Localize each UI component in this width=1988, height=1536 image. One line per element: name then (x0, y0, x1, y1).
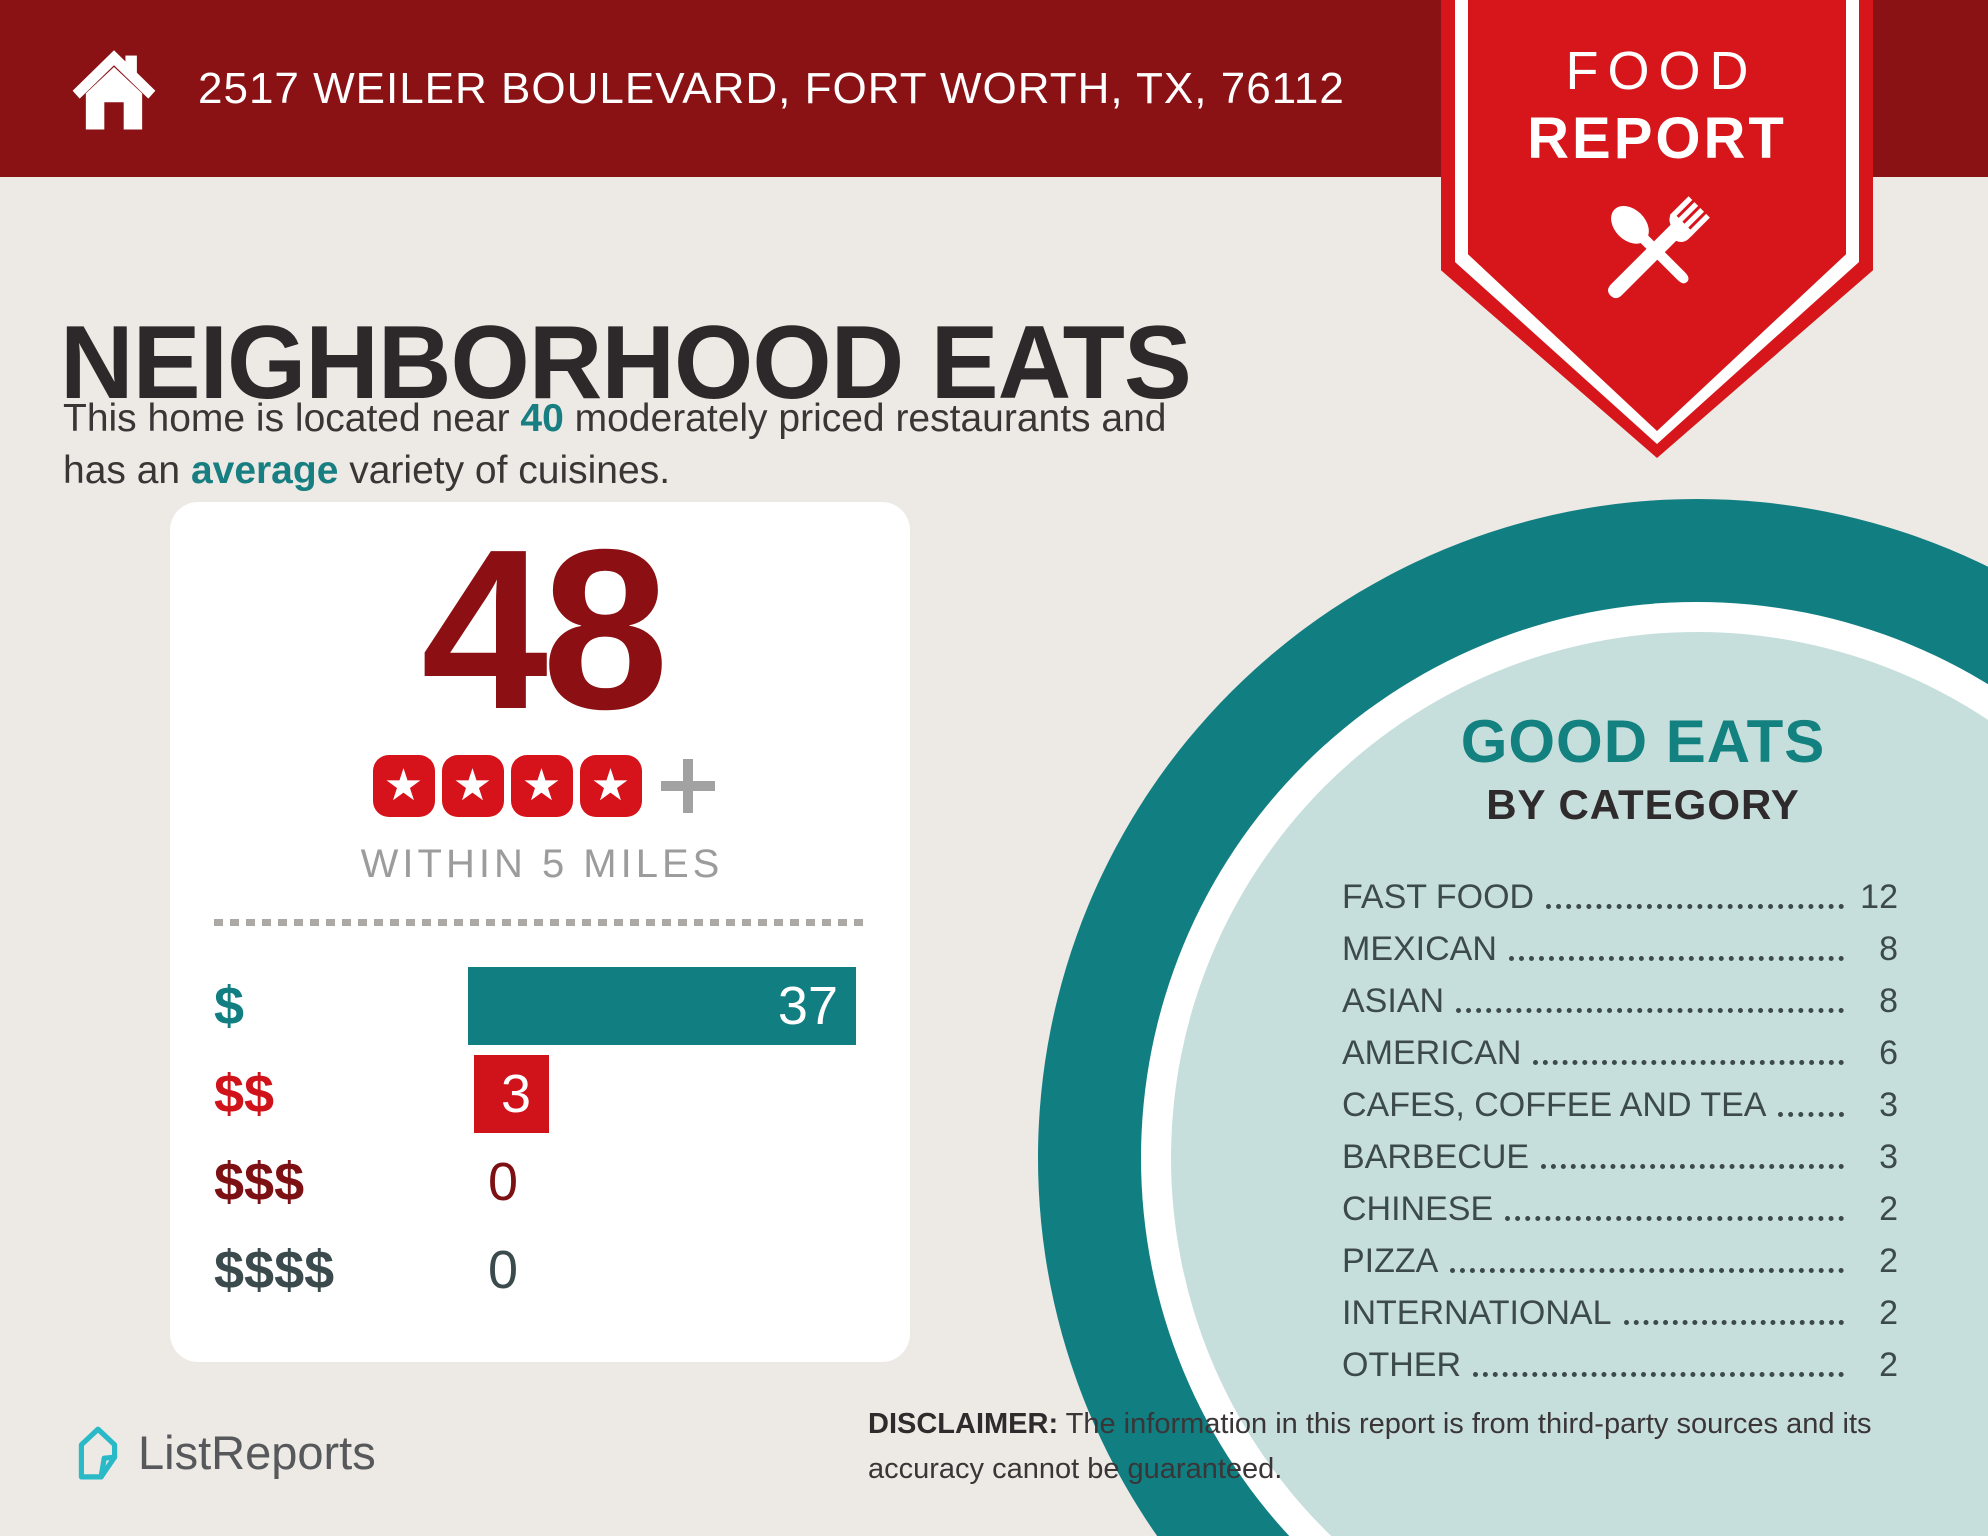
disclaimer-text-line2: accuracy cannot be guaranteed. (868, 1452, 1283, 1485)
disclaimer-text-line1: The information in this report is from t… (1065, 1408, 1872, 1440)
ribbon-title-line1: FOOD (1565, 41, 1758, 101)
star-icon: ★ (441, 755, 504, 817)
dotted-leader (1473, 1372, 1844, 1377)
category-count: 8 (1879, 930, 1898, 968)
listreports-wordmark: ListReports (138, 1425, 376, 1479)
category-row: CHINESE 2 (1342, 1183, 1898, 1235)
disclaimer: DISCLAIMER: The information in this repo… (868, 1402, 1872, 1492)
category-count: 2 (1879, 1294, 1898, 1332)
bar-value: 3 (500, 1064, 531, 1124)
star-icon: ★ (510, 755, 573, 817)
category-count: 12 (1860, 878, 1898, 916)
price-level-label: $$ (214, 1064, 275, 1124)
category-row: PIZZA 2 (1342, 1235, 1898, 1287)
dotted-leader (1450, 1268, 1844, 1273)
dotted-leader (1546, 904, 1844, 909)
star-rating: ★ ★ ★ ★ (369, 754, 715, 818)
category-row: INTERNATIONAL 2 (1342, 1287, 1898, 1339)
dotted-leader (1623, 1320, 1844, 1325)
good-eats-circle-ring (1038, 499, 1988, 1536)
category-label: OTHER (1342, 1346, 1461, 1384)
category-label: ASIAN (1342, 982, 1445, 1020)
category-row: MEXICAN 8 (1342, 923, 1898, 975)
subtitle-text: has an (63, 448, 191, 492)
good-eats-subtitle: BY CATEGORY (1486, 781, 1800, 828)
category-row: FAST FOOD 12 (1342, 871, 1898, 923)
property-address: 2517 WEILER BOULEVARD, FORT WORTH, TX, 7… (198, 63, 1345, 113)
page-title: NEIGHBORHOOD EATS (60, 304, 1192, 421)
restaurant-summary-card: 48 ★ ★ ★ ★ WITHIN 5 MILES $ 37 (170, 502, 910, 1362)
price-level-label: $ (214, 976, 245, 1036)
price-level-label: $$$ (214, 1152, 305, 1212)
dotted-leader (1508, 956, 1844, 961)
price-level-row: $$$$ 0 (214, 1226, 870, 1314)
radius-label: WITHIN 5 MILES (360, 842, 724, 886)
total-restaurant-count: 48 (421, 503, 669, 757)
price-level-row: $$ 3 (214, 1050, 870, 1138)
category-row: BARBECUE 3 (1342, 1131, 1898, 1183)
home-icon (72, 50, 156, 130)
variety-highlight: average (190, 448, 339, 492)
category-count: 3 (1879, 1138, 1898, 1176)
price-level-row: $$$ 0 (214, 1138, 870, 1226)
category-count: 6 (1879, 1034, 1898, 1072)
listreports-house-icon (78, 1426, 118, 1480)
subtitle-text: This home is located near (63, 397, 521, 440)
category-label: CHINESE (1342, 1190, 1494, 1228)
price-level-bar: 37 (468, 967, 856, 1045)
dotted-leader (1456, 1008, 1844, 1013)
category-label: PIZZA (1342, 1242, 1439, 1280)
disclaimer-label: DISCLAIMER: (868, 1408, 1059, 1440)
chimney-shape (125, 55, 137, 77)
dashed-divider (214, 919, 870, 926)
category-label: MEXICAN (1342, 930, 1497, 968)
category-row: ASIAN 8 (1342, 975, 1898, 1027)
category-list: FAST FOOD 12 MEXICAN 8 ASIAN 8 A (1342, 871, 1898, 1391)
listreports-logo: ListReports (72, 1424, 376, 1480)
subtitle-text: moderately priced restaurants and (563, 397, 1167, 440)
zero-value: 0 (488, 1152, 519, 1212)
category-count: 2 (1879, 1190, 1898, 1228)
category-label: INTERNATIONAL (1342, 1294, 1612, 1332)
category-count: 2 (1879, 1242, 1898, 1280)
dotted-leader (1778, 1112, 1844, 1117)
price-level-bar-chart: $ 37 $$ 3 $$$ (214, 962, 870, 1314)
good-eats-panel: GOOD EATS BY CATEGORY FAST FOOD 12 MEXIC… (1342, 710, 1898, 1391)
restaurant-count: 40 (520, 397, 564, 440)
dotted-leader (1541, 1164, 1844, 1169)
crossed-spoon-fork-icon (1608, 196, 1710, 299)
star-icon: ★ (372, 755, 435, 817)
category-label: FAST FOOD (1342, 878, 1535, 916)
plus-icon (661, 759, 715, 813)
food-report-ribbon: FOOD REPORT (1441, 0, 1873, 458)
subtitle-text: variety of cuisines. (338, 448, 671, 492)
bar-value: 37 (777, 976, 838, 1036)
category-label: BARBECUE (1342, 1138, 1530, 1176)
category-row: OTHER 2 (1342, 1339, 1898, 1391)
price-level-row: $ 37 (214, 962, 870, 1050)
dotted-leader (1533, 1060, 1844, 1065)
category-label: AMERICAN (1342, 1034, 1522, 1072)
page-subtitle: This home is located near 40 moderately … (63, 393, 1166, 497)
price-level-label: $$$$ (214, 1240, 335, 1300)
category-row: AMERICAN 6 (1342, 1027, 1898, 1079)
star-icon: ★ (579, 755, 642, 817)
category-label: CAFES, COFFEE AND TEA (1342, 1086, 1767, 1124)
good-eats-circle-white-ring (1141, 602, 1988, 1536)
category-row: CAFES, COFFEE AND TEA 3 (1342, 1079, 1898, 1131)
dotted-leader (1505, 1216, 1844, 1221)
good-eats-title: GOOD EATS (1460, 708, 1826, 775)
price-level-bar: 3 (474, 1055, 549, 1133)
category-count: 2 (1879, 1346, 1898, 1384)
category-count: 3 (1879, 1086, 1898, 1124)
ribbon-title-line2: REPORT (1527, 106, 1787, 171)
category-count: 8 (1879, 982, 1898, 1020)
zero-value: 0 (488, 1240, 519, 1300)
